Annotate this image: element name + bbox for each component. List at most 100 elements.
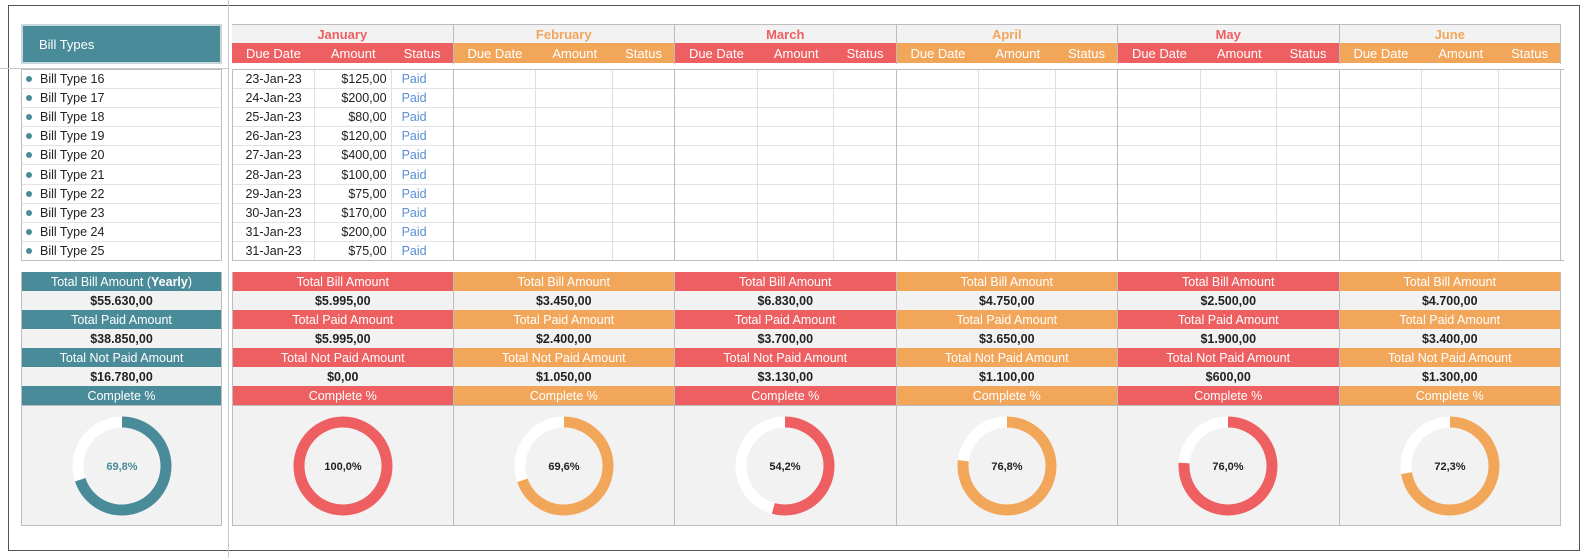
status-cell[interactable]: [1498, 146, 1560, 166]
total-bill-value[interactable]: $4.750,00: [896, 291, 1117, 310]
status-cell[interactable]: [1055, 108, 1117, 128]
total-not-paid-label[interactable]: Total Not Paid Amount: [675, 348, 896, 367]
total-bill-label[interactable]: Total Bill Amount: [675, 272, 896, 291]
total-not-paid-label[interactable]: Total Not Paid Amount: [1118, 348, 1339, 367]
status-cell[interactable]: [1277, 242, 1338, 261]
due-date-cell[interactable]: 31-Jan-23: [245, 244, 302, 259]
due-date-cell[interactable]: [896, 185, 979, 204]
amount-cell[interactable]: [979, 70, 1055, 90]
status-cell[interactable]: [1499, 242, 1560, 261]
amount-cell[interactable]: $75,00: [315, 185, 391, 204]
total-bill-yearly-label[interactable]: Total Bill Amount (Yearly): [21, 272, 222, 291]
amount-cell[interactable]: [1200, 146, 1277, 166]
status-cell[interactable]: Paid: [391, 127, 453, 147]
amount-cell[interactable]: [536, 108, 612, 128]
due-date-cell[interactable]: [896, 165, 979, 185]
status-cell[interactable]: [834, 185, 896, 204]
bill-type-row[interactable]: Bill Type 21: [22, 165, 221, 185]
status-header[interactable]: Status: [1068, 45, 1105, 61]
status-cell[interactable]: [1055, 70, 1117, 90]
total-paid-value[interactable]: $3.700,00: [675, 329, 896, 348]
amount-cell[interactable]: [1200, 223, 1277, 242]
due-date-cell[interactable]: [453, 108, 536, 128]
total-paid-label[interactable]: Total Paid Amount: [675, 310, 896, 329]
due-date-header[interactable]: Due Date: [467, 45, 523, 61]
status-cell[interactable]: [1277, 89, 1339, 109]
due-date-cell[interactable]: [1339, 185, 1422, 204]
due-date-header[interactable]: Due Date: [688, 45, 744, 61]
due-date-cell[interactable]: [454, 242, 536, 261]
bill-type-row[interactable]: Bill Type 17: [22, 89, 221, 109]
amount-cell[interactable]: [758, 242, 834, 261]
complete-label[interactable]: Complete %: [233, 386, 453, 405]
amount-cell[interactable]: $200,00: [315, 89, 391, 109]
due-date-cell[interactable]: [896, 70, 979, 90]
amount-cell[interactable]: [979, 146, 1055, 166]
amount-cell[interactable]: [979, 127, 1055, 147]
total-paid-value[interactable]: $1.900,00: [1118, 329, 1339, 348]
status-cell[interactable]: [834, 70, 896, 90]
status-cell[interactable]: [612, 204, 674, 223]
amount-cell[interactable]: [536, 165, 612, 185]
status-cell[interactable]: [1498, 223, 1560, 242]
status-cell[interactable]: Paid: [391, 108, 453, 128]
status-cell[interactable]: [1277, 127, 1339, 147]
due-date-cell[interactable]: [675, 185, 757, 204]
amount-cell[interactable]: $80,00: [315, 108, 391, 128]
due-date-cell[interactable]: 27-Jan-23: [233, 146, 315, 166]
status-cell[interactable]: [1055, 89, 1117, 109]
amount-cell[interactable]: [757, 108, 834, 128]
amount-cell[interactable]: [1422, 89, 1498, 109]
amount-cell[interactable]: [979, 223, 1055, 242]
due-date-cell[interactable]: [1339, 127, 1422, 147]
due-date-header[interactable]: Due Date: [245, 45, 301, 61]
amount-cell[interactable]: [1201, 242, 1277, 261]
total-paid-value[interactable]: $3.400,00: [1339, 329, 1560, 348]
total-not-paid-label[interactable]: Total Not Paid Amount: [896, 348, 1117, 367]
status-cell[interactable]: [834, 108, 896, 128]
status-header[interactable]: Status: [846, 45, 884, 61]
total-not-paid-label[interactable]: Total Not Paid Amount: [233, 348, 453, 367]
complete-label[interactable]: Complete %: [1339, 386, 1560, 405]
due-date-cell[interactable]: [675, 204, 757, 223]
due-date-cell[interactable]: 26-Jan-23: [233, 127, 315, 147]
status-cell[interactable]: [1055, 165, 1117, 185]
amount-cell[interactable]: [1422, 127, 1498, 147]
status-cell[interactable]: [1498, 185, 1560, 204]
amount-cell[interactable]: [1200, 185, 1277, 204]
status-cell[interactable]: [1277, 146, 1339, 166]
status-cell[interactable]: Paid: [391, 89, 453, 109]
amount-cell[interactable]: [757, 146, 834, 166]
amount-cell[interactable]: $100,00: [315, 165, 391, 185]
bill-type-row[interactable]: Bill Type 16: [22, 70, 221, 90]
amount-header[interactable]: Amount: [330, 45, 376, 61]
amount-header[interactable]: Amount: [1216, 45, 1262, 61]
complete-chart[interactable]: 76,0%: [1118, 405, 1339, 526]
due-date-cell[interactable]: 30-Jan-23: [233, 204, 315, 223]
total-paid-label[interactable]: Total Paid Amount: [896, 310, 1117, 329]
status-cell[interactable]: [612, 127, 674, 147]
status-cell[interactable]: [834, 223, 896, 242]
due-date-cell[interactable]: [453, 165, 536, 185]
due-date-cell[interactable]: [675, 70, 757, 90]
month-title[interactable]: March: [675, 24, 896, 43]
total-bill-value[interactable]: $4.700,00: [1339, 291, 1560, 310]
due-date-cell[interactable]: [675, 165, 757, 185]
due-date-cell[interactable]: 28-Jan-23: [233, 165, 315, 185]
due-date-cell[interactable]: [1118, 242, 1200, 261]
status-cell[interactable]: [612, 70, 674, 90]
due-date-cell[interactable]: [675, 108, 757, 128]
due-date-cell[interactable]: [675, 146, 757, 166]
amount-cell[interactable]: $120,00: [315, 127, 391, 147]
total-bill-value[interactable]: $2.500,00: [1118, 291, 1339, 310]
due-date-cell[interactable]: [896, 89, 979, 109]
amount-cell[interactable]: [1200, 165, 1277, 185]
due-date-cell[interactable]: [1118, 204, 1200, 223]
amount-cell[interactable]: [1200, 108, 1277, 128]
status-cell[interactable]: [1055, 146, 1117, 166]
due-date-cell[interactable]: [897, 242, 979, 261]
amount-cell[interactable]: [979, 108, 1055, 128]
status-cell[interactable]: [834, 89, 896, 109]
complete-chart[interactable]: 69,6%: [453, 405, 674, 526]
status-cell[interactable]: Paid: [391, 204, 453, 223]
